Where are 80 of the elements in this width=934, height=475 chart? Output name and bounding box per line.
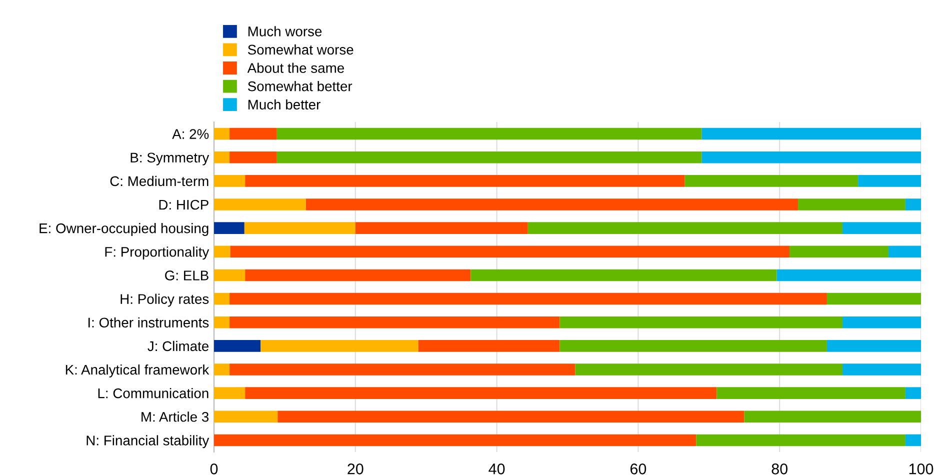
legend-label: Somewhat worse — [248, 44, 354, 55]
bar — [702, 128, 921, 140]
bar — [214, 292, 230, 305]
bar — [798, 198, 906, 210]
bar — [245, 387, 717, 399]
bar — [278, 410, 744, 423]
bar — [842, 316, 921, 328]
legend-label: Much better — [248, 99, 320, 110]
bar — [214, 151, 230, 164]
bar — [245, 269, 471, 282]
bar — [230, 292, 827, 305]
y-tick-label: C: Medium-term — [110, 176, 208, 186]
bar — [842, 222, 921, 234]
bar — [230, 364, 576, 376]
bar — [214, 128, 230, 140]
bar — [230, 246, 790, 258]
bar — [214, 246, 230, 258]
bar — [790, 246, 888, 258]
bar — [214, 364, 230, 376]
bar — [230, 151, 277, 164]
y-tick-label: G: ELB — [165, 270, 208, 280]
bar — [214, 175, 246, 187]
bar — [230, 316, 560, 328]
x-tick-label: 0 — [210, 464, 218, 474]
bar — [276, 128, 702, 140]
bar — [260, 340, 418, 352]
y-tick-label: A: 2% — [172, 129, 209, 139]
x-tick-label: 20 — [348, 464, 364, 474]
bar — [905, 387, 921, 399]
bar — [696, 434, 906, 446]
bar — [905, 198, 921, 210]
y-tick-label: H: Policy rates — [120, 294, 209, 307]
bar — [306, 198, 798, 210]
bar — [905, 434, 921, 446]
bar — [230, 128, 277, 140]
legend-label: Much worse — [248, 26, 322, 36]
bar — [214, 387, 246, 399]
bar — [214, 410, 278, 423]
bar — [575, 364, 843, 376]
bar — [560, 316, 843, 328]
bar — [245, 175, 685, 187]
x-tick-label: 60 — [630, 464, 646, 474]
bar — [528, 222, 843, 234]
bar — [888, 246, 921, 258]
bar — [826, 292, 921, 305]
x-tick-label: 100 — [909, 464, 934, 474]
bar — [214, 434, 696, 446]
x-tick-label: 80 — [772, 464, 788, 474]
bar — [214, 198, 306, 210]
bar — [842, 364, 921, 376]
bar — [858, 175, 921, 187]
x-tick-label: 40 — [488, 464, 505, 474]
y-tick-label: F: Proportionality — [105, 246, 210, 260]
bar — [744, 410, 921, 423]
y-tick-label: K: Analytical framework — [66, 364, 210, 378]
y-tick-label: D: HICP — [159, 200, 208, 210]
bar — [214, 316, 230, 328]
bar — [470, 269, 777, 282]
bar — [776, 269, 921, 282]
legend-label: About the same — [247, 62, 344, 73]
y-tick-label: N: Financial stability — [86, 435, 210, 448]
bar — [276, 151, 702, 164]
bar — [684, 175, 858, 187]
y-tick-label: E: Owner-occupied housing — [40, 223, 208, 236]
y-tick-label: I: Other instruments — [88, 317, 209, 328]
bar — [716, 387, 906, 399]
y-tick-label: J: Climate — [148, 340, 209, 352]
legend-label: Somewhat better — [248, 81, 352, 92]
bar — [418, 340, 560, 352]
bar — [702, 151, 921, 164]
bar — [244, 222, 356, 234]
y-tick-label: L: Communication — [98, 388, 208, 398]
bar — [214, 340, 261, 352]
bar — [560, 340, 827, 352]
bar — [214, 222, 244, 234]
bar — [214, 269, 246, 282]
bar — [355, 222, 528, 234]
y-tick-label: M: Article 3 — [142, 412, 209, 422]
bar — [826, 340, 921, 352]
y-tick-label: B: Symmetry — [130, 152, 210, 166]
